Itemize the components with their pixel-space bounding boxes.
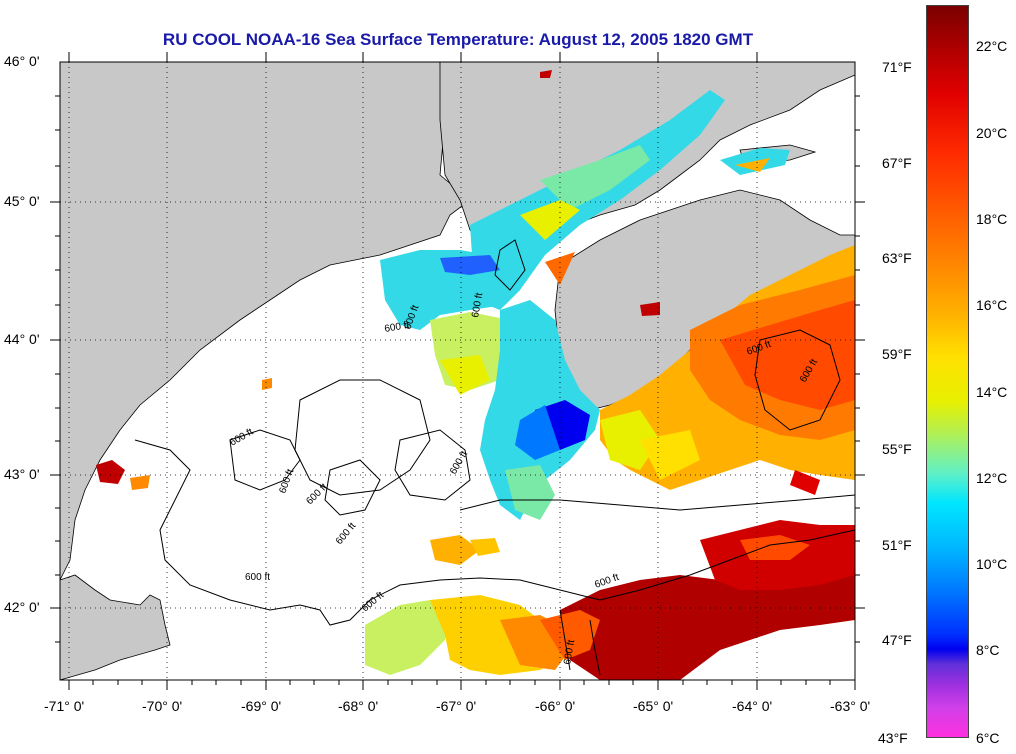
lon-label: -67° 0' [436,698,477,714]
contour-label: 600 ft [470,292,485,319]
lon-label: -63° 0' [830,698,871,714]
sst-fundy [470,90,725,310]
bathymetry-contours [134,239,856,676]
graticule [60,62,855,680]
colorbar-celsius-label: 10°C [976,556,1008,572]
lat-label: 42° 0' [4,599,40,615]
lon-label: -64° 0' [732,698,773,714]
lon-label: -70° 0' [142,698,183,714]
map-title: RU COOL NOAA-16 Sea Surface Temperature:… [162,30,754,49]
colorbar-celsius-label: 6°C [976,730,1000,746]
sst-layer [96,70,855,680]
lon-label: -69° 0' [241,698,282,714]
lat-label: 46° 0' [4,53,40,69]
colorbar-celsius-label: 22°C [976,38,1008,54]
colorbar-fahrenheit-label: 67°F [882,155,912,171]
colorbar-celsius-label: 16°C [976,297,1008,313]
colorbar-fahrenheit-label: 59°F [882,346,912,362]
ticks [50,52,865,690]
colorbar-celsius-label: 20°C [976,125,1008,141]
colorbar-fahrenheit-label: 51°F [882,537,912,553]
lat-label: 45° 0' [4,193,40,209]
lon-label: -68° 0' [338,698,379,714]
lon-label: -65° 0' [633,698,674,714]
lon-label: -66° 0' [535,698,576,714]
colorbar-celsius-label: 12°C [976,470,1008,486]
colorbar-fahrenheit-label: 63°F [882,250,912,266]
colorbar-fahrenheit-label: 55°F [882,441,912,457]
lon-label: -71° 0' [44,698,85,714]
contour-label: 600 ft [384,320,411,335]
lat-label: 44° 0' [4,331,40,347]
land-cape-cod [59,574,171,681]
lat-label: 43° 0' [4,466,40,482]
colorbar-fahrenheit-label: 43°F [878,730,908,746]
colorbar-fahrenheit-label: 47°F [882,632,912,648]
colorbar-celsius-label: 14°C [976,384,1008,400]
temperature-colorbar [926,5,969,738]
colorbar-celsius-label: 8°C [976,642,1000,658]
contour-label: 600 ft [562,639,577,666]
contour-label: 600 ft [245,572,270,583]
colorbar-celsius-label: 18°C [976,211,1008,227]
colorbar-fahrenheit-label: 71°F [882,59,912,75]
